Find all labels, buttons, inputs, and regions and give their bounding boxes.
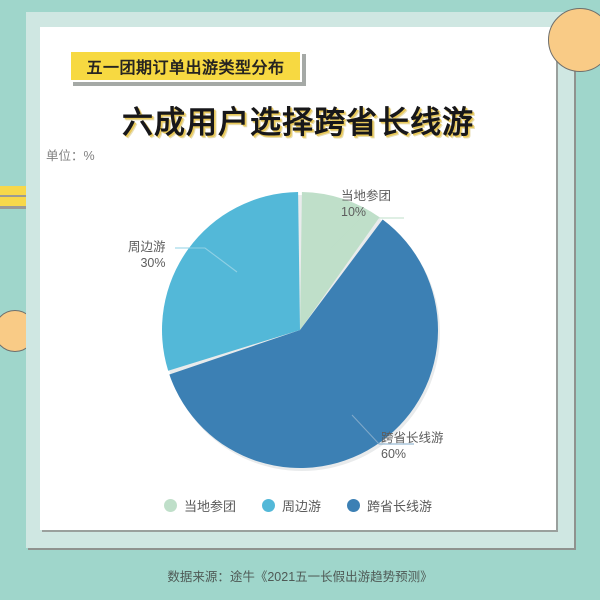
- callout-near-label: 周边游: [128, 240, 166, 254]
- callout-local-label: 当地参团: [341, 189, 392, 203]
- legend-label: 周边游: [281, 499, 321, 514]
- legend-label: 当地参团: [183, 499, 236, 514]
- pie-slice: [169, 219, 439, 469]
- legend-item[interactable]: 当地参团: [163, 496, 236, 515]
- legend-swatch-icon: [261, 499, 275, 512]
- legend-swatch-icon: [163, 499, 177, 512]
- pie-slice: [162, 192, 300, 371]
- callout-local-value: 10%: [341, 205, 367, 219]
- page-title: 六成用户选择跨省长线游: [122, 105, 474, 141]
- callout-local: 当地参团 10%: [341, 188, 391, 220]
- callout-long-label: 跨省长线游: [381, 431, 444, 445]
- unit-label: 单位：%: [46, 149, 95, 163]
- legend-label: 跨省长线游: [367, 499, 433, 514]
- legend-swatch-icon: [347, 499, 360, 512]
- callout-near: 周边游 30%: [128, 239, 166, 271]
- callout-long-value: 60%: [381, 447, 407, 461]
- callout-long: 跨省长线游 60%: [381, 430, 444, 462]
- subtitle-badge: 五一团期订单出游类型分布: [69, 50, 302, 82]
- source-footer: 数据来源：途牛《2021五一长假出游趋势预测》: [167, 570, 433, 584]
- decorative-orange-circle-top-right: [548, 8, 600, 72]
- callout-near-value: 30%: [140, 256, 166, 270]
- decorative-yellow-bar-2: [0, 197, 51, 206]
- legend-item[interactable]: 跨省长线游: [347, 496, 432, 515]
- chart-legend: 当地参团 周边游 跨省长线游: [40, 496, 556, 515]
- badge-label: 五一团期订单出游类型分布: [86, 58, 285, 77]
- legend-item[interactable]: 周边游: [261, 496, 321, 515]
